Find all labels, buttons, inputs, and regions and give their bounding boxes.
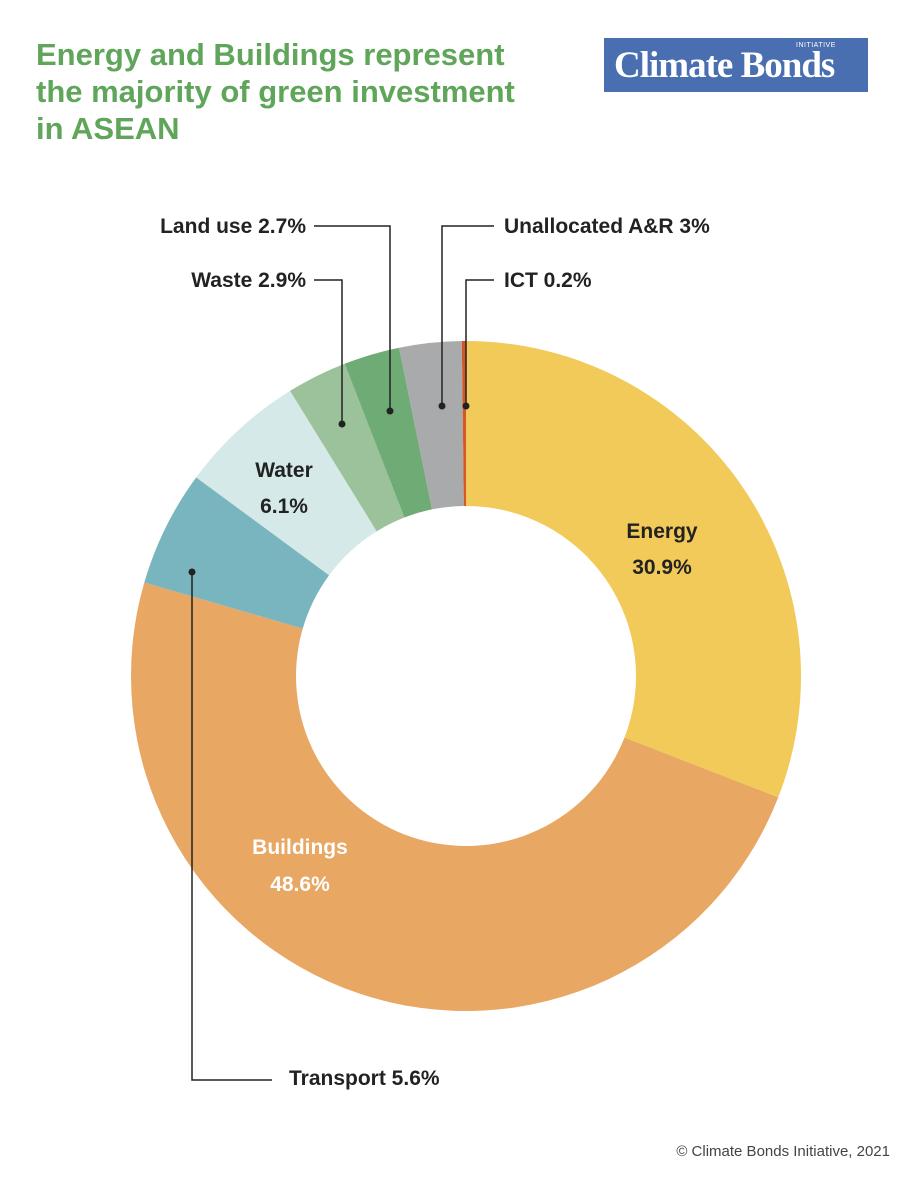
logo-text: Climate Bonds bbox=[614, 45, 835, 86]
chart-title: Energy and Buildings represent the major… bbox=[36, 36, 576, 147]
label-energy-value: 30.9% bbox=[632, 556, 692, 579]
label-land-use: Land use 2.7% bbox=[160, 215, 306, 238]
slice-transport bbox=[144, 477, 330, 629]
slice-ict bbox=[461, 341, 466, 507]
leader-line-waste bbox=[314, 279, 343, 424]
label-water-name: Water bbox=[255, 459, 313, 482]
leader-dot-ict bbox=[462, 402, 470, 410]
slice-energy bbox=[466, 341, 802, 798]
slice-land-use bbox=[344, 347, 433, 518]
title-line-1: Energy and Buildings represent bbox=[36, 37, 505, 72]
title-line-2: the majority of green investment bbox=[36, 74, 515, 109]
label-water-value: 6.1% bbox=[260, 495, 308, 518]
donut-slices bbox=[130, 341, 802, 1012]
slice-water bbox=[196, 390, 377, 576]
label-unallocated-a-r: Unallocated A&R 3% bbox=[504, 215, 710, 238]
logo-subtext: INITIATIVE bbox=[796, 42, 836, 49]
label-buildings-value: 48.6% bbox=[270, 873, 330, 896]
leader-dot-land-use bbox=[386, 407, 394, 415]
leader-dot-unallocated-a-r bbox=[438, 402, 446, 410]
leader-line-transport bbox=[191, 572, 272, 1081]
label-buildings-name: Buildings bbox=[252, 836, 348, 859]
label-energy-name: Energy bbox=[626, 520, 698, 543]
slice-buildings bbox=[130, 582, 779, 1012]
slice-waste bbox=[290, 363, 405, 532]
copyright-note: © Climate Bonds Initiative, 2021 bbox=[676, 1143, 890, 1160]
slice-labels: Energy 30.9% Buildings 48.6% Transport 5.6% W… bbox=[160, 215, 710, 1090]
leader-dot-transport bbox=[188, 568, 196, 576]
label-waste: Waste 2.9% bbox=[191, 269, 306, 292]
leader-lines bbox=[188, 225, 494, 1081]
label-transport: Transport 5.6% bbox=[289, 1067, 440, 1090]
climate-bonds-logo: Climate Bonds INITIATIVE bbox=[604, 38, 868, 92]
leader-line-ict bbox=[465, 279, 494, 406]
title-line-3: in ASEAN bbox=[36, 111, 180, 146]
leader-line-land-use bbox=[314, 225, 391, 411]
slice-unallocated-a-r bbox=[399, 341, 464, 510]
leader-dot-waste bbox=[338, 420, 346, 428]
leader-line-unallocated-a-r bbox=[441, 225, 494, 406]
label-ict: ICT 0.2% bbox=[504, 269, 592, 292]
